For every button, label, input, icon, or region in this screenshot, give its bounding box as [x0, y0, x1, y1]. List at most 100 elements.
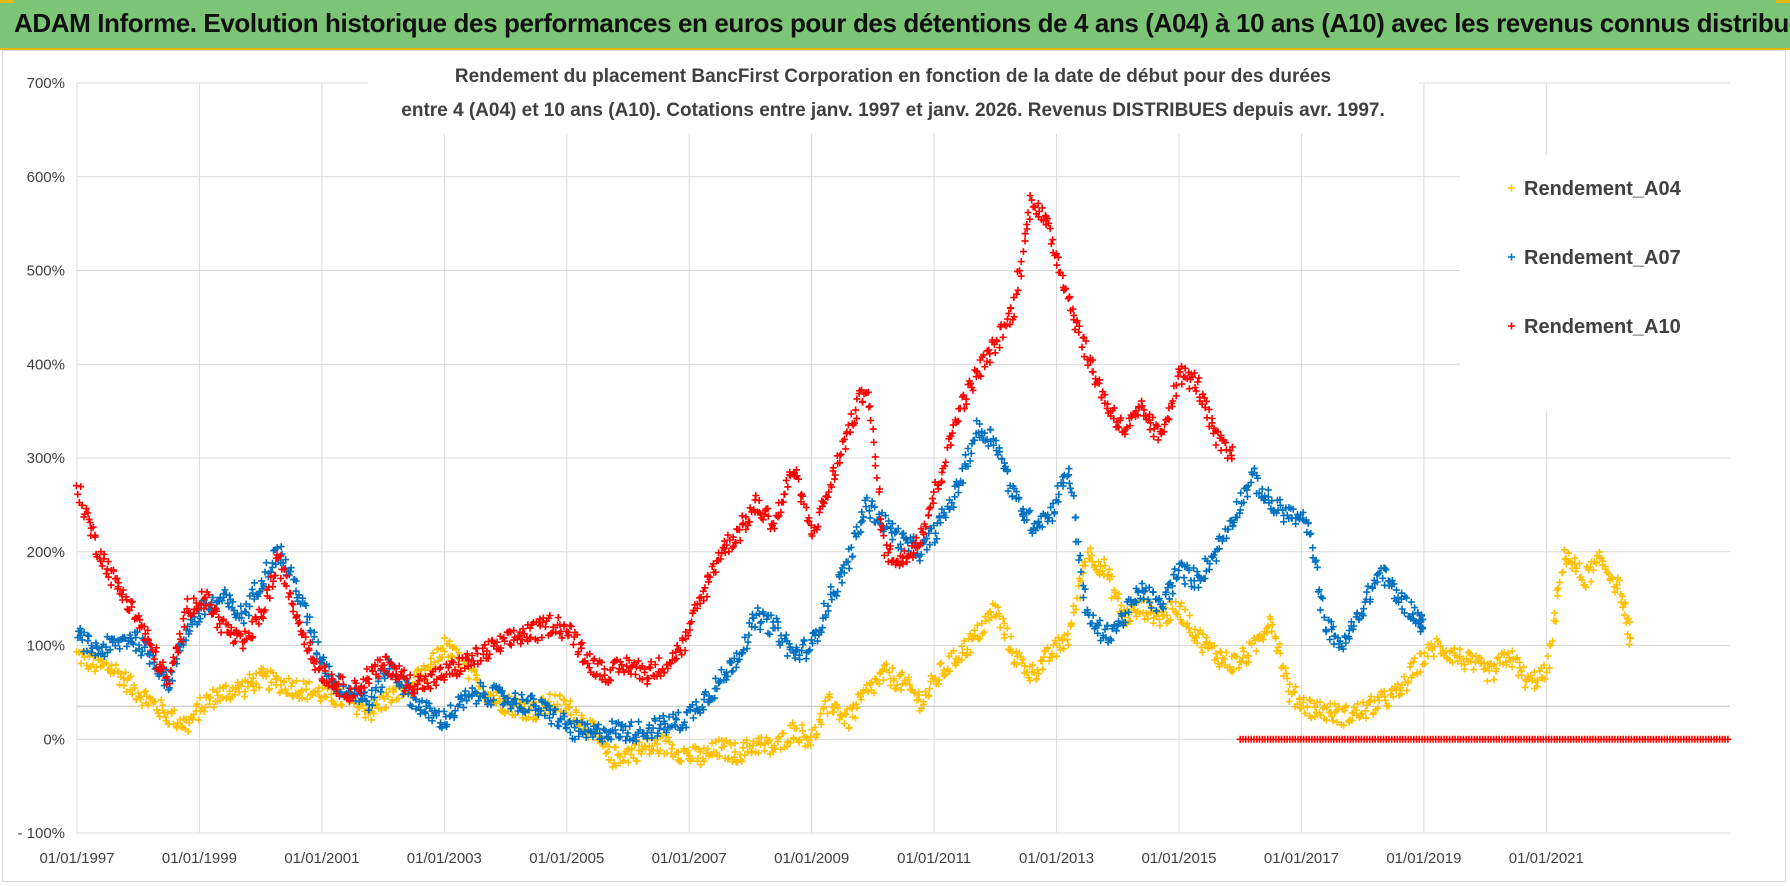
data-point-marker — [1071, 326, 1079, 334]
data-point-marker — [140, 688, 148, 696]
banner-corner-left — [0, 0, 14, 3]
data-point-marker — [842, 445, 850, 453]
data-point-marker — [926, 541, 934, 549]
legend-box — [1460, 155, 1730, 411]
data-point-marker — [1233, 653, 1241, 661]
data-point-marker — [1312, 556, 1320, 564]
data-point-marker — [873, 474, 881, 482]
data-point-marker — [1088, 551, 1096, 559]
data-point-marker — [840, 435, 848, 443]
data-point-marker — [958, 656, 966, 664]
data-point-marker — [577, 644, 585, 652]
data-point-marker — [960, 405, 968, 413]
data-point-marker — [791, 654, 799, 662]
data-point-marker — [1013, 488, 1020, 496]
data-point-marker — [1230, 518, 1238, 526]
data-point-marker — [1289, 505, 1297, 513]
data-point-marker — [1627, 634, 1634, 642]
data-point-marker — [582, 734, 590, 741]
data-point-marker — [414, 680, 422, 688]
series-rendement-a10 — [72, 192, 1236, 705]
data-point-marker — [420, 708, 428, 716]
data-point-marker — [417, 706, 424, 714]
data-point-marker — [532, 715, 540, 723]
data-point-marker — [624, 758, 632, 766]
data-point-marker — [358, 696, 366, 703]
data-point-marker — [866, 514, 874, 522]
data-point-marker — [1147, 419, 1154, 427]
data-point-marker — [250, 579, 258, 587]
data-point-marker — [795, 475, 802, 483]
data-point-marker — [1075, 322, 1083, 330]
data-point-marker — [1010, 313, 1018, 321]
data-point-marker — [649, 724, 657, 732]
x-tick-label: 01/01/2003 — [407, 850, 482, 867]
data-point-marker — [1550, 609, 1558, 617]
data-point-marker — [360, 684, 368, 692]
data-point-marker — [1172, 392, 1180, 400]
data-point-marker — [1017, 272, 1025, 280]
data-point-marker — [987, 426, 995, 434]
data-point-marker — [123, 642, 131, 650]
data-point-marker — [382, 704, 390, 712]
data-point-marker — [1040, 653, 1048, 661]
data-point-marker — [1016, 267, 1023, 275]
data-point-marker — [1181, 580, 1189, 588]
data-point-marker — [283, 572, 291, 580]
data-point-marker — [1019, 248, 1027, 256]
data-point-marker — [546, 612, 554, 619]
data-point-marker — [880, 552, 888, 559]
data-point-marker — [1106, 565, 1113, 573]
data-point-marker — [1313, 563, 1321, 571]
data-point-marker — [712, 674, 720, 682]
data-point-marker — [1176, 368, 1184, 376]
data-point-marker — [571, 724, 579, 731]
data-point-marker — [1403, 594, 1410, 602]
data-point-marker — [115, 579, 123, 587]
data-point-marker — [239, 644, 247, 652]
data-point-marker — [784, 483, 792, 491]
data-point-marker — [486, 650, 494, 658]
data-point-marker — [745, 631, 753, 639]
data-point-marker — [1094, 629, 1102, 637]
data-point-marker — [1089, 368, 1097, 376]
data-point-marker — [194, 605, 202, 612]
data-point-marker — [406, 671, 414, 679]
data-point-marker — [1503, 661, 1510, 669]
data-point-marker — [941, 462, 949, 470]
data-point-marker — [836, 452, 844, 460]
data-point-marker — [249, 589, 257, 597]
data-point-marker — [316, 664, 324, 672]
x-tick-label: 01/01/2009 — [774, 850, 849, 867]
data-point-marker — [1397, 690, 1405, 698]
data-point-marker — [1205, 405, 1213, 413]
data-point-marker — [472, 645, 480, 653]
data-point-marker — [616, 752, 624, 760]
data-point-marker — [1326, 636, 1334, 643]
data-point-marker — [759, 516, 767, 524]
data-point-marker — [1013, 660, 1021, 668]
data-point-marker — [1077, 568, 1085, 576]
data-point-marker — [1621, 599, 1629, 607]
data-point-marker — [163, 673, 171, 681]
data-point-marker — [1030, 520, 1038, 528]
data-point-marker — [620, 757, 628, 765]
data-point-marker — [817, 710, 825, 718]
data-point-marker — [722, 737, 730, 745]
data-point-marker — [770, 519, 777, 527]
data-point-marker — [480, 689, 487, 697]
data-point-marker — [590, 655, 598, 663]
data-point-marker — [1110, 404, 1118, 412]
data-point-marker — [490, 696, 498, 704]
data-point-marker — [1492, 665, 1500, 673]
data-point-marker — [805, 647, 813, 655]
data-point-marker — [1017, 258, 1025, 266]
data-point-marker — [1556, 578, 1564, 586]
data-point-marker — [677, 758, 685, 766]
data-point-marker — [525, 706, 533, 714]
data-point-marker — [821, 697, 829, 705]
x-tick-label: 01/01/1997 — [39, 850, 114, 867]
data-point-marker — [853, 414, 861, 422]
data-point-marker — [748, 749, 755, 757]
data-point-marker — [1493, 654, 1501, 662]
